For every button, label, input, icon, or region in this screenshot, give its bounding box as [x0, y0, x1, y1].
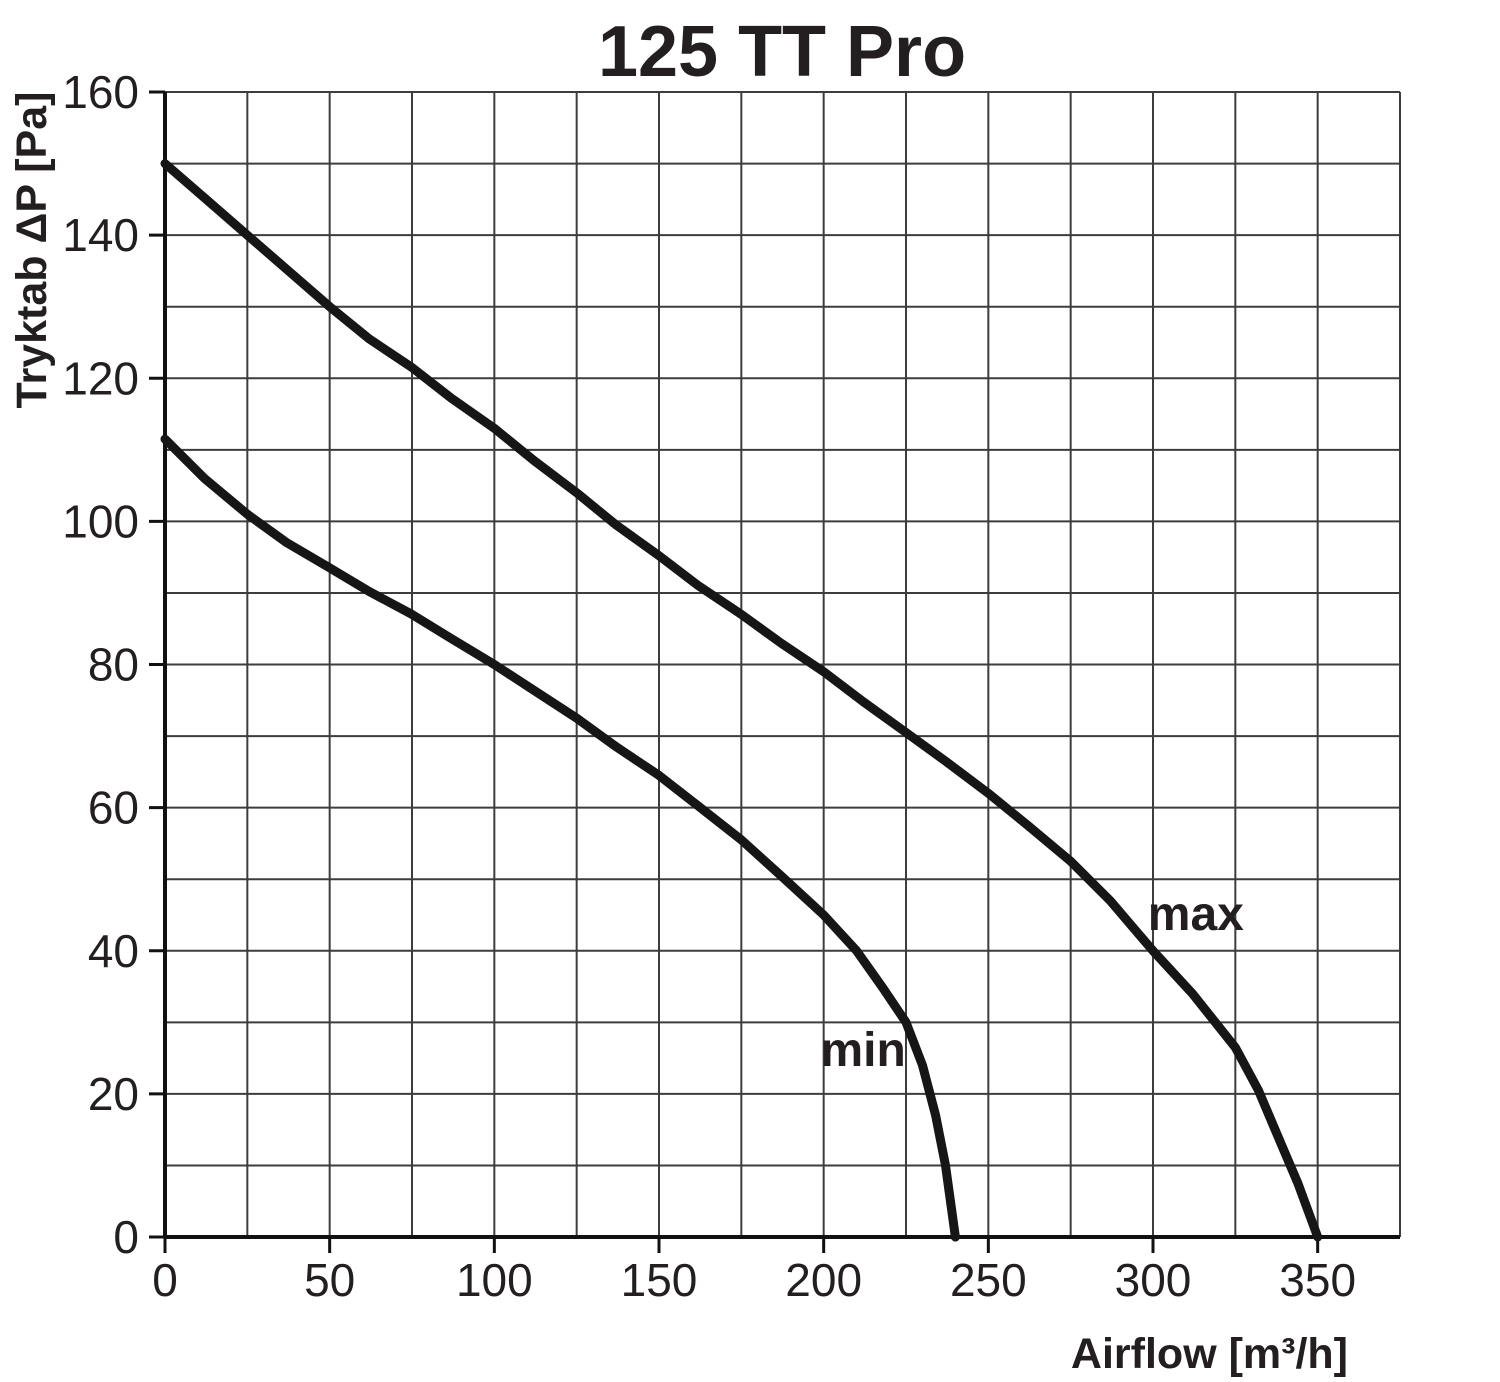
- x-tick-label: 100: [456, 1254, 533, 1306]
- grid: [164, 91, 1401, 1238]
- x-tick-label: 350: [1279, 1254, 1356, 1306]
- x-tick-label: 300: [1115, 1254, 1192, 1306]
- x-axis-label: Airflow [m³/h]: [1071, 1330, 1348, 1378]
- curve-max: [160, 159, 1323, 1242]
- y-tick-label: 160: [62, 66, 139, 118]
- y-tick-label: 80: [88, 639, 139, 691]
- y-tick-label: 120: [62, 352, 139, 404]
- chart-title: 125 TT Pro: [598, 12, 966, 92]
- y-tick-label: 40: [88, 925, 139, 977]
- curves: max min: [160, 159, 1323, 1242]
- x-tick-label: 250: [950, 1254, 1027, 1306]
- y-axis-label: Tryktab ΔP [Pa]: [8, 92, 56, 409]
- x-tick-label: 0: [152, 1254, 178, 1306]
- y-tick-label: 140: [62, 209, 139, 261]
- y-tick-label: 20: [88, 1068, 139, 1120]
- curve-label-min: min: [821, 1024, 906, 1077]
- y-tick-label: 60: [88, 782, 139, 834]
- x-tick-label: 200: [785, 1254, 862, 1306]
- y-tick-label: 0: [113, 1211, 139, 1263]
- curve-min: [160, 434, 960, 1242]
- x-tick-label: 50: [304, 1254, 355, 1306]
- curve-label-max: max: [1148, 888, 1244, 941]
- y-tick-label: 100: [62, 495, 139, 547]
- tick-labels: 0 50 100 150 200 250 300 350 0 20 40 60 80 100 120 140 1…: [62, 66, 1356, 1306]
- x-tick-label: 150: [621, 1254, 698, 1306]
